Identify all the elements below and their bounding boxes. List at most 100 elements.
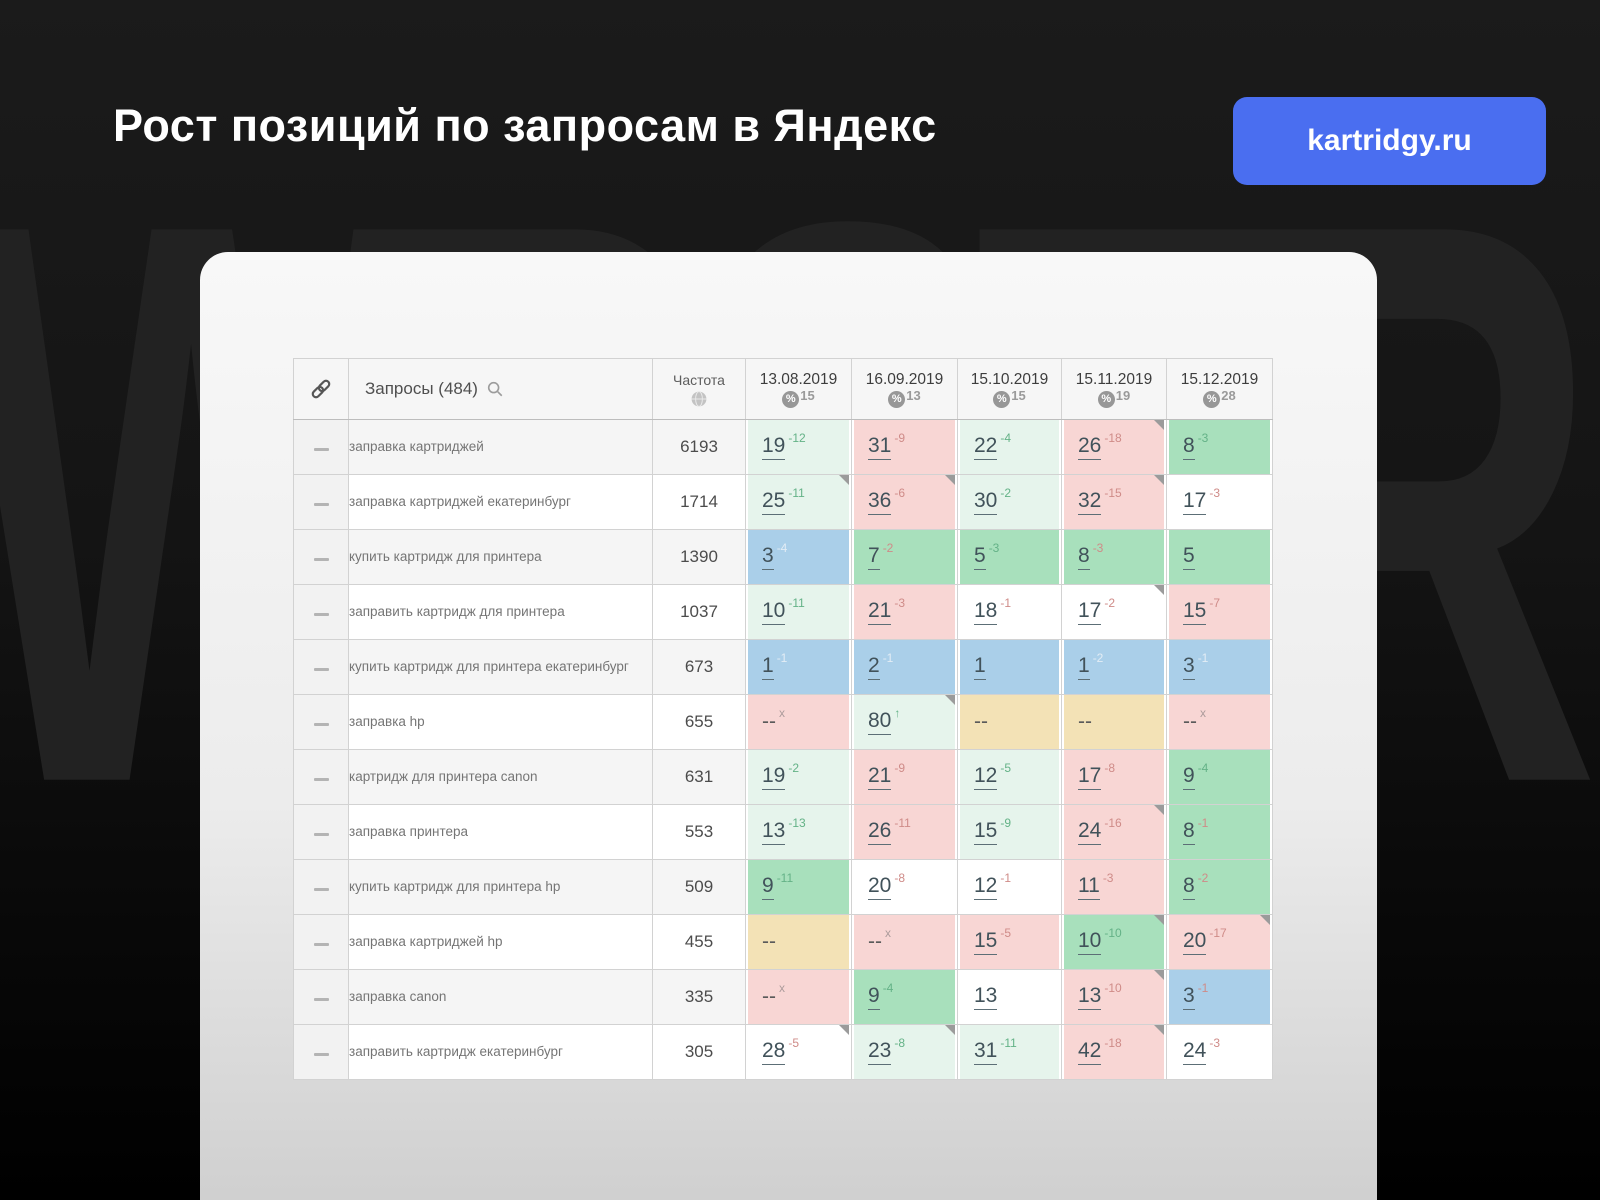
position-cell[interactable]: 5 bbox=[1166, 529, 1273, 585]
position-value[interactable]: -- bbox=[762, 929, 776, 953]
position-cell[interactable]: 17 -2 bbox=[1061, 584, 1167, 640]
position-value[interactable]: 12 bbox=[974, 874, 998, 900]
position-value[interactable]: 7 bbox=[868, 544, 880, 570]
position-cell[interactable]: 26 -11 bbox=[851, 804, 958, 860]
row-handle-cell[interactable] bbox=[293, 914, 349, 970]
position-value[interactable]: 22 bbox=[974, 434, 998, 460]
position-cell[interactable]: 3 -1 bbox=[1166, 639, 1273, 695]
position-cell[interactable]: 7 -2 bbox=[851, 529, 958, 585]
position-value[interactable]: 42 bbox=[1078, 1039, 1102, 1065]
position-value[interactable]: 26 bbox=[868, 819, 892, 845]
position-value[interactable]: 10 bbox=[762, 599, 786, 625]
position-cell[interactable]: 20 -8 bbox=[851, 859, 958, 915]
date-column-header[interactable]: 16.09.2019% 13 bbox=[851, 358, 958, 420]
position-cell[interactable]: 1 -2 bbox=[1061, 639, 1167, 695]
position-value[interactable]: 15 bbox=[974, 819, 998, 845]
date-column-header[interactable]: 13.08.2019% 15 bbox=[745, 358, 852, 420]
position-value[interactable]: 8 bbox=[1183, 874, 1195, 900]
position-value[interactable]: 13 bbox=[762, 819, 786, 845]
position-cell[interactable]: 5 -3 bbox=[957, 529, 1062, 585]
position-cell[interactable]: -- x bbox=[1166, 694, 1273, 750]
position-cell[interactable]: 21 -3 bbox=[851, 584, 958, 640]
position-value[interactable]: 12 bbox=[974, 764, 998, 790]
query-cell[interactable]: заправка hp bbox=[348, 694, 653, 750]
position-value[interactable]: -- bbox=[974, 709, 988, 733]
position-value[interactable]: 1 bbox=[762, 654, 774, 680]
position-value[interactable]: -- bbox=[868, 929, 882, 953]
position-cell[interactable]: 8 -2 bbox=[1166, 859, 1273, 915]
position-cell[interactable]: 13 -10 bbox=[1061, 969, 1167, 1025]
position-cell[interactable]: 26 -18 bbox=[1061, 419, 1167, 475]
position-value[interactable]: 25 bbox=[762, 489, 786, 515]
position-value[interactable]: 5 bbox=[1183, 544, 1195, 570]
row-handle-cell[interactable] bbox=[293, 749, 349, 805]
position-cell[interactable]: 13 -13 bbox=[745, 804, 852, 860]
search-icon[interactable] bbox=[486, 380, 504, 398]
position-cell[interactable]: 10 -11 bbox=[745, 584, 852, 640]
position-cell[interactable]: 1 -1 bbox=[745, 639, 852, 695]
position-value[interactable]: 20 bbox=[1183, 929, 1207, 955]
query-cell[interactable]: заправка картриджей bbox=[348, 419, 653, 475]
position-cell[interactable]: 15 -9 bbox=[957, 804, 1062, 860]
position-value[interactable]: 36 bbox=[868, 489, 892, 515]
position-value[interactable]: 5 bbox=[974, 544, 986, 570]
position-cell[interactable]: 25 -11 bbox=[745, 474, 852, 530]
position-value[interactable]: 17 bbox=[1078, 764, 1102, 790]
position-value[interactable]: 9 bbox=[1183, 764, 1195, 790]
position-cell[interactable]: 22 -4 bbox=[957, 419, 1062, 475]
position-cell[interactable]: 19 -12 bbox=[745, 419, 852, 475]
position-value[interactable]: -- bbox=[762, 709, 776, 733]
position-value[interactable]: 3 bbox=[762, 544, 774, 570]
position-value[interactable]: 19 bbox=[762, 764, 786, 790]
position-value[interactable]: 24 bbox=[1183, 1039, 1207, 1065]
position-value[interactable]: 3 bbox=[1183, 984, 1195, 1010]
position-cell[interactable]: 24 -3 bbox=[1166, 1024, 1273, 1080]
position-cell[interactable]: 15 -7 bbox=[1166, 584, 1273, 640]
link-column-header[interactable] bbox=[293, 358, 349, 420]
position-value[interactable]: 28 bbox=[762, 1039, 786, 1065]
frequency-column-header[interactable]: Частота bbox=[652, 358, 746, 420]
position-cell[interactable]: 19 -2 bbox=[745, 749, 852, 805]
position-cell[interactable]: 8 -3 bbox=[1166, 419, 1273, 475]
position-cell[interactable]: -- bbox=[745, 914, 852, 970]
position-value[interactable]: 31 bbox=[868, 434, 892, 460]
position-value[interactable]: 9 bbox=[868, 984, 880, 1010]
row-handle-cell[interactable] bbox=[293, 529, 349, 585]
position-cell[interactable]: 30 -2 bbox=[957, 474, 1062, 530]
date-column-header[interactable]: 15.10.2019% 15 bbox=[957, 358, 1062, 420]
position-cell[interactable]: 31 -9 bbox=[851, 419, 958, 475]
query-cell[interactable]: купить картридж для принтера екатеринбур… bbox=[348, 639, 653, 695]
position-cell[interactable]: 18 -1 bbox=[957, 584, 1062, 640]
position-cell[interactable]: 8 -3 bbox=[1061, 529, 1167, 585]
position-value[interactable]: 8 bbox=[1183, 819, 1195, 845]
position-value[interactable]: 15 bbox=[974, 929, 998, 955]
position-cell[interactable]: 36 -6 bbox=[851, 474, 958, 530]
position-cell[interactable]: 11 -3 bbox=[1061, 859, 1167, 915]
row-handle-cell[interactable] bbox=[293, 419, 349, 475]
position-cell[interactable]: 42 -18 bbox=[1061, 1024, 1167, 1080]
query-cell[interactable]: картридж для принтера canon bbox=[348, 749, 653, 805]
position-value[interactable]: 18 bbox=[974, 599, 998, 625]
position-value[interactable]: 31 bbox=[974, 1039, 998, 1065]
position-cell[interactable]: 13 bbox=[957, 969, 1062, 1025]
position-cell[interactable]: 9 -11 bbox=[745, 859, 852, 915]
position-cell[interactable]: -- bbox=[957, 694, 1062, 750]
position-cell[interactable]: 10 -10 bbox=[1061, 914, 1167, 970]
position-value[interactable]: 20 bbox=[868, 874, 892, 900]
position-value[interactable]: 32 bbox=[1078, 489, 1102, 515]
position-cell[interactable]: 23 -8 bbox=[851, 1024, 958, 1080]
position-value[interactable]: 15 bbox=[1183, 599, 1207, 625]
position-value[interactable]: 13 bbox=[1078, 984, 1102, 1010]
position-cell[interactable]: 9 -4 bbox=[851, 969, 958, 1025]
row-handle-cell[interactable] bbox=[293, 969, 349, 1025]
position-value[interactable]: 24 bbox=[1078, 819, 1102, 845]
position-value[interactable]: 21 bbox=[868, 599, 892, 625]
date-column-header[interactable]: 15.11.2019% 19 bbox=[1061, 358, 1167, 420]
position-cell[interactable]: 12 -5 bbox=[957, 749, 1062, 805]
position-value[interactable]: 1 bbox=[974, 654, 986, 680]
position-value[interactable]: -- bbox=[762, 984, 776, 1008]
position-cell[interactable]: 1 bbox=[957, 639, 1062, 695]
row-handle-cell[interactable] bbox=[293, 694, 349, 750]
position-cell[interactable]: 31 -11 bbox=[957, 1024, 1062, 1080]
position-value[interactable]: -- bbox=[1078, 709, 1092, 733]
